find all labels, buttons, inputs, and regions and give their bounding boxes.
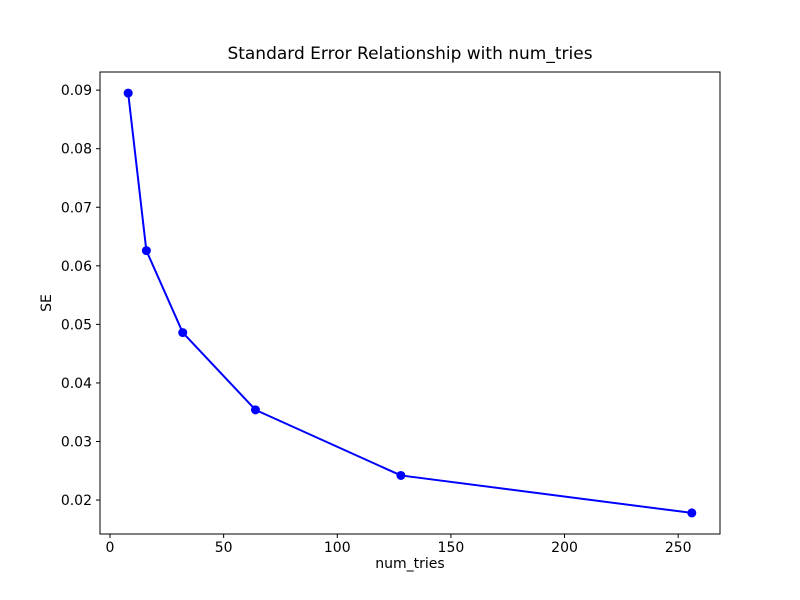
- y-tick-label: 0.02: [61, 493, 92, 509]
- y-axis-label: SE: [39, 294, 55, 312]
- x-tick-label: 50: [215, 540, 233, 556]
- y-tick-label: 0.09: [61, 83, 92, 99]
- x-axis-label: num_tries: [375, 556, 445, 572]
- data-point: [123, 88, 133, 98]
- plot-frame: [99, 71, 721, 535]
- y-tick-label: 0.08: [61, 142, 92, 158]
- x-tick-label: 250: [665, 540, 692, 556]
- x-tick-label: 0: [106, 540, 115, 556]
- data-line: [127, 92, 693, 514]
- x-tick-label: 150: [438, 540, 465, 556]
- y-tick-label: 0.03: [61, 434, 92, 450]
- chart-title: Standard Error Relationship with num_tri…: [227, 44, 593, 64]
- data-point: [178, 328, 188, 338]
- x-tick-label: 200: [551, 540, 578, 556]
- data-point: [396, 470, 406, 480]
- data-point: [687, 508, 697, 518]
- y-tick-label: 0.07: [61, 200, 92, 216]
- y-tick-label: 0.05: [61, 317, 92, 333]
- y-tick-label: 0.04: [61, 376, 92, 392]
- x-tick-label: 100: [324, 540, 351, 556]
- y-tick-label: 0.06: [61, 259, 92, 275]
- data-point: [250, 405, 260, 415]
- data-point: [141, 246, 151, 256]
